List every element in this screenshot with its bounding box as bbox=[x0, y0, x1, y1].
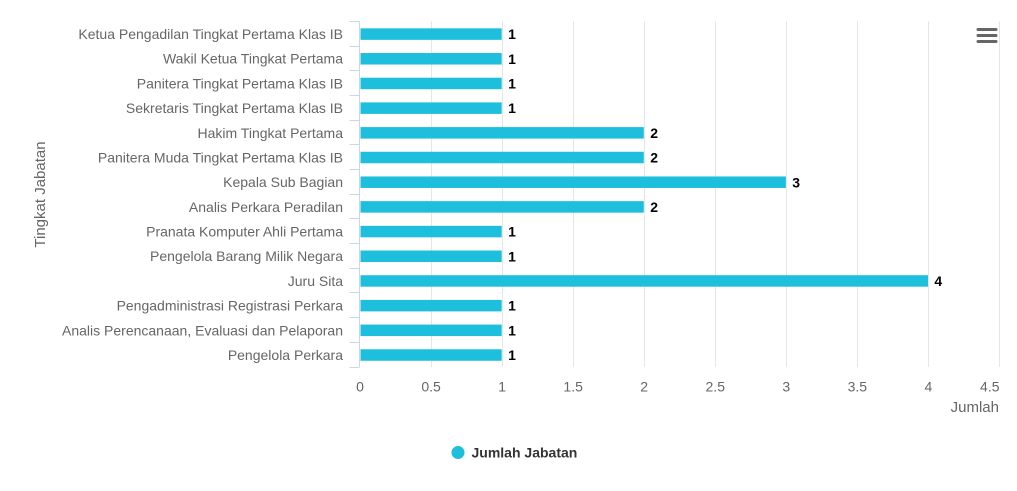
svg-text:Analis Perkara Peradilan: Analis Perkara Peradilan bbox=[189, 199, 343, 215]
svg-text:4.5: 4.5 bbox=[980, 379, 1000, 395]
svg-text:4: 4 bbox=[934, 273, 942, 289]
svg-text:0.5: 0.5 bbox=[421, 379, 441, 395]
svg-text:4: 4 bbox=[925, 379, 933, 395]
svg-text:2: 2 bbox=[650, 150, 658, 166]
svg-text:Ketua Pengadilan Tingkat Perta: Ketua Pengadilan Tingkat Pertama Klas IB bbox=[78, 26, 343, 42]
svg-text:Tingkat Jabatan: Tingkat Jabatan bbox=[32, 141, 49, 247]
svg-text:Pranata Komputer Ahli Pertama: Pranata Komputer Ahli Pertama bbox=[146, 224, 343, 240]
svg-text:Pengelola Perkara: Pengelola Perkara bbox=[228, 347, 343, 363]
svg-text:2: 2 bbox=[650, 199, 658, 215]
svg-text:2: 2 bbox=[640, 379, 648, 395]
svg-text:Sekretaris Tingkat Pertama Kla: Sekretaris Tingkat Pertama Klas IB bbox=[126, 100, 343, 116]
svg-text:Jumlah Jabatan: Jumlah Jabatan bbox=[472, 445, 578, 461]
svg-text:3: 3 bbox=[792, 174, 800, 190]
svg-text:1.5: 1.5 bbox=[563, 379, 583, 395]
svg-text:Pengadministrasi Registrasi Pe: Pengadministrasi Registrasi Perkara bbox=[117, 298, 344, 314]
svg-text:Panitera Muda Tingkat Pertama: Panitera Muda Tingkat Pertama Klas IB bbox=[98, 149, 343, 165]
svg-text:Pengelola Barang Milik Negara: Pengelola Barang Milik Negara bbox=[150, 248, 343, 264]
svg-text:Jumlah: Jumlah bbox=[951, 399, 999, 416]
svg-text:1: 1 bbox=[508, 76, 516, 92]
svg-text:2.5: 2.5 bbox=[706, 379, 726, 395]
svg-text:1: 1 bbox=[508, 100, 516, 116]
svg-text:3.5: 3.5 bbox=[848, 379, 868, 395]
svg-text:Panitera Tingkat Pertama Klas: Panitera Tingkat Pertama Klas IB bbox=[137, 75, 343, 91]
svg-text:Hakim Tingkat Pertama: Hakim Tingkat Pertama bbox=[198, 125, 344, 141]
svg-text:2: 2 bbox=[650, 125, 658, 141]
svg-text:1: 1 bbox=[508, 51, 516, 67]
svg-text:1: 1 bbox=[508, 298, 516, 314]
svg-text:1: 1 bbox=[508, 248, 516, 264]
svg-text:1: 1 bbox=[508, 26, 516, 42]
svg-text:Kepala Sub Bagian: Kepala Sub Bagian bbox=[223, 174, 343, 190]
svg-text:1: 1 bbox=[508, 224, 516, 240]
svg-text:3: 3 bbox=[782, 379, 790, 395]
svg-text:Analis Perencanaan, Evaluasi d: Analis Perencanaan, Evaluasi dan Pelapor… bbox=[62, 322, 343, 338]
svg-text:Wakil Ketua Tingkat Pertama: Wakil Ketua Tingkat Pertama bbox=[163, 51, 343, 67]
svg-text:0: 0 bbox=[356, 379, 364, 395]
svg-text:1: 1 bbox=[498, 379, 506, 395]
svg-text:Juru Sita: Juru Sita bbox=[288, 273, 343, 289]
svg-text:1: 1 bbox=[508, 322, 516, 338]
svg-text:1: 1 bbox=[508, 347, 516, 363]
